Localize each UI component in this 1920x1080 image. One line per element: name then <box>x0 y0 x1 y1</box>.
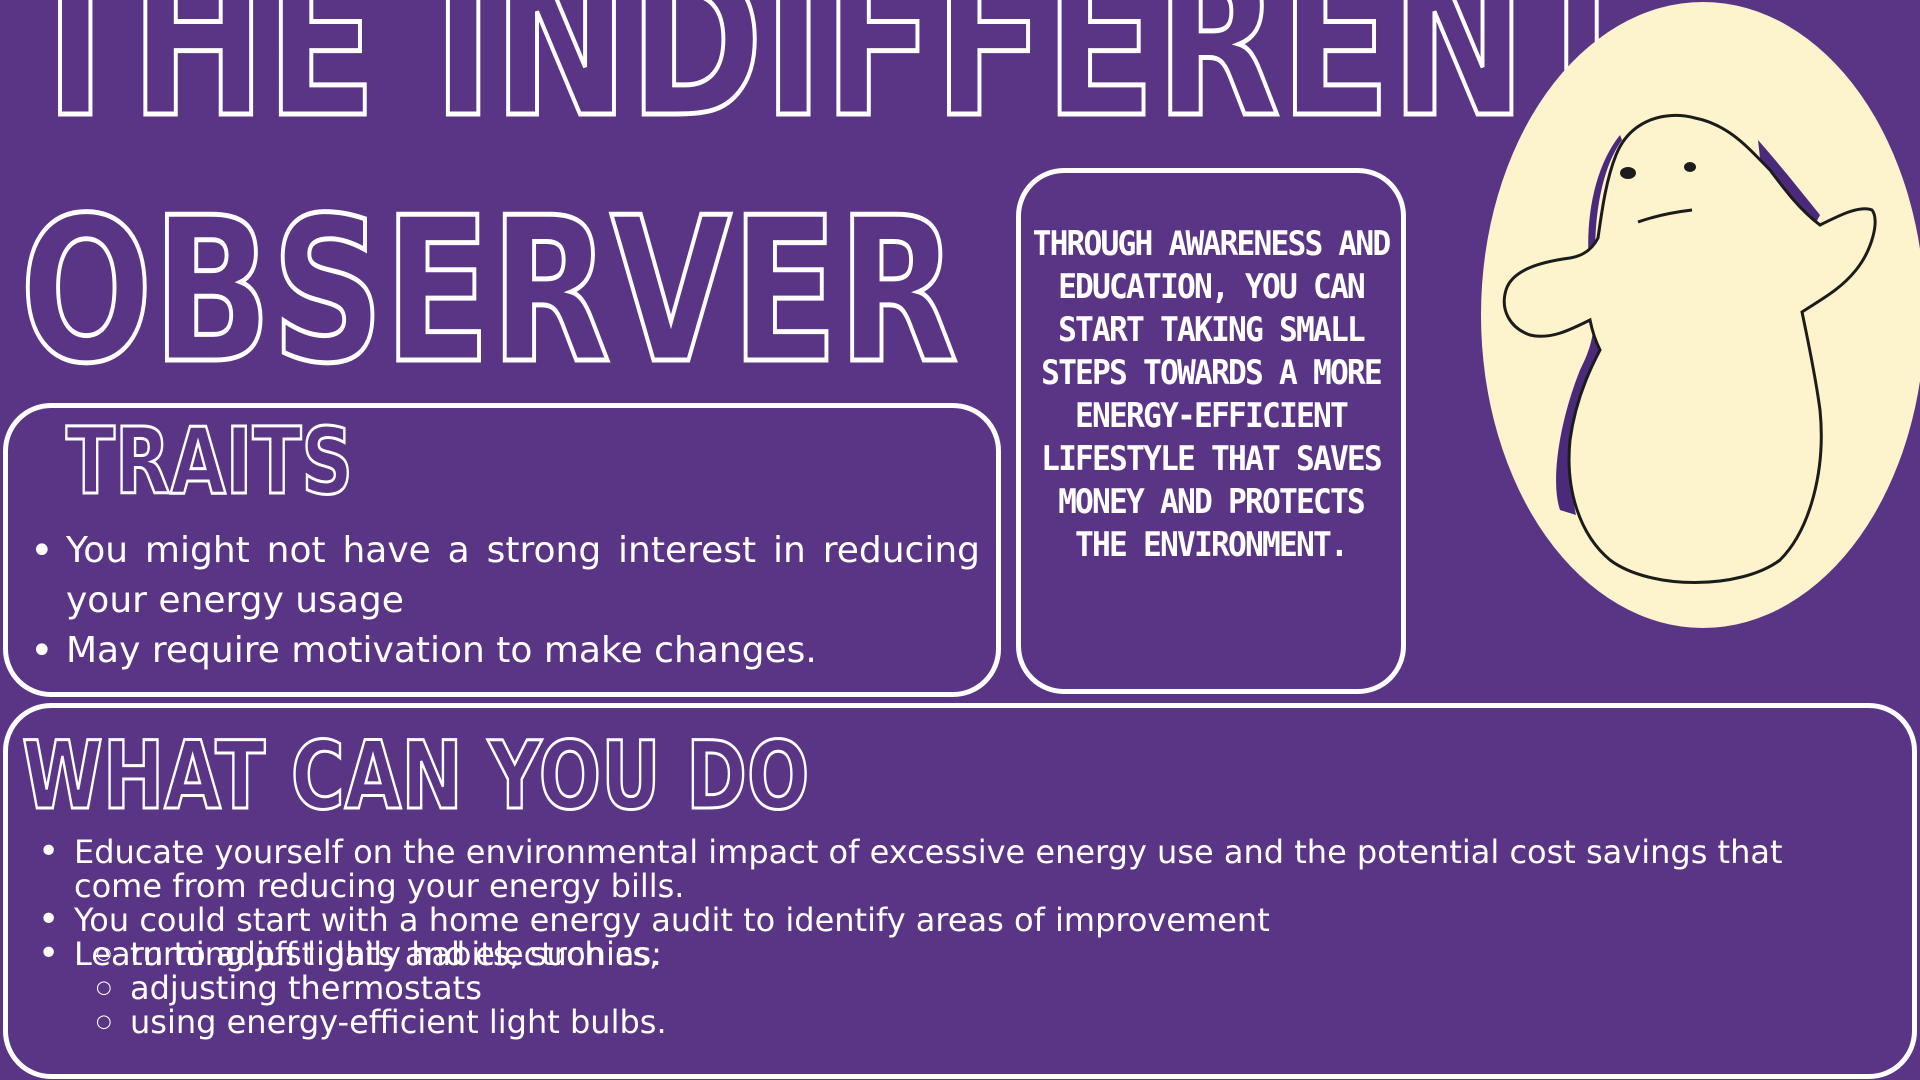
mascot-body <box>1502 113 1877 584</box>
traits-list: You might not have a strong interest in … <box>30 526 980 676</box>
mascot-eye-left <box>1620 167 1636 179</box>
action-item: Educate yourself on the environmental im… <box>38 835 1838 903</box>
traits-panel: TRAITS You might not have a strong inter… <box>3 403 1001 697</box>
mascot-shadow <box>1758 140 1820 230</box>
quote-panel: THROUGH AWARENESS AND EDUCATION, YOU CAN… <box>1016 168 1406 694</box>
action-panel: WHAT CAN YOU DO Educate yourself on the … <box>3 703 1917 1079</box>
mascot-mouth <box>1637 208 1693 224</box>
action-item: You could start with a home energy audit… <box>38 903 1838 937</box>
title-line-1: THE INDIFFERENT <box>18 0 1639 163</box>
habit-item: using energy-efficient light bulbs. <box>38 1005 1738 1039</box>
habit-item: adjusting thermostats <box>38 971 1738 1005</box>
habit-item: turning off lights and electronics, <box>38 937 1738 971</box>
action-heading: WHAT CAN YOU DO <box>21 722 811 831</box>
title-line-2: OBSERVER <box>18 175 960 408</box>
ghost-mascot-icon <box>1481 2 1920 628</box>
quote-text: THROUGH AWARENESS AND EDUCATION, YOU CAN… <box>1032 224 1392 565</box>
traits-heading: TRAITS <box>65 408 354 515</box>
trait-item: You might not have a strong interest in … <box>30 526 980 626</box>
trait-item: May require motivation to make changes. <box>30 626 980 676</box>
mascot-eye-right <box>1684 162 1696 172</box>
habit-sublist: turning off lights and electronics, adju… <box>38 937 1738 1039</box>
